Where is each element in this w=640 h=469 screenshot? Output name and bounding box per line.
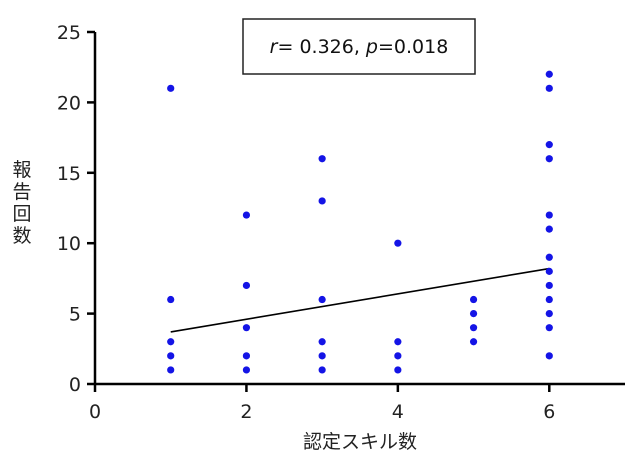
y-axis-title-char: 告 [12, 181, 31, 203]
x-tick-label: 4 [392, 401, 404, 423]
data-point [394, 239, 402, 247]
stats-annotation: r= 0.326, p=0.018 [242, 18, 476, 75]
p-value: =0.018 [378, 36, 448, 58]
data-point [318, 295, 326, 304]
data-point [167, 338, 175, 346]
data-point [394, 352, 402, 360]
data-point [469, 310, 478, 318]
regression-line [170, 267, 550, 333]
data-point [545, 253, 553, 261]
x-tick-label: 6 [543, 401, 555, 423]
x-axis-title: 認定スキル数 [303, 431, 417, 453]
data-point [167, 352, 175, 360]
data-point [469, 295, 478, 304]
data-point [318, 338, 326, 346]
y-axis-title: 報告回数 [12, 159, 31, 247]
data-point [242, 281, 251, 290]
data-points [167, 70, 553, 374]
data-point [545, 267, 553, 275]
data-point [394, 338, 402, 346]
data-point [318, 197, 326, 205]
y-axis-ticks: 0 5 10 15 20 25 [57, 22, 95, 396]
p-symbol: p [365, 36, 378, 58]
data-point [545, 84, 553, 92]
data-point [242, 324, 251, 332]
data-point [545, 211, 553, 219]
data-point [394, 366, 402, 374]
data-point [318, 366, 326, 374]
x-tick-label: 0 [89, 401, 101, 423]
x-axis-ticks: 0 2 4 6 [89, 384, 555, 423]
data-point [545, 324, 553, 332]
stats-text: r= 0.326, p=0.018 [270, 36, 449, 58]
data-point [545, 352, 553, 360]
x-tick-label: 2 [240, 401, 252, 423]
data-point [469, 324, 478, 332]
y-axis-title-char: 数 [12, 225, 31, 247]
data-point [545, 141, 553, 149]
data-point [545, 281, 553, 290]
data-point [318, 352, 326, 360]
stats-box [242, 18, 476, 75]
y-tick-label: 5 [69, 304, 81, 326]
data-point [545, 155, 553, 163]
data-point [545, 295, 553, 304]
data-point [167, 295, 175, 304]
r-value: = 0.326, [277, 36, 365, 58]
data-point [167, 366, 175, 374]
data-point [242, 366, 251, 374]
y-tick-label: 20 [57, 92, 81, 114]
regression-line-group [170, 267, 550, 333]
data-point [545, 225, 553, 233]
data-point [545, 70, 553, 78]
y-axis-title-char: 報 [12, 159, 31, 181]
data-point [318, 155, 326, 163]
r-symbol: r [270, 36, 279, 58]
data-point [469, 338, 478, 346]
data-point [242, 211, 251, 219]
data-point [167, 84, 175, 92]
y-tick-label: 25 [57, 22, 81, 44]
y-tick-label: 0 [69, 374, 81, 396]
y-axis-title-char: 回 [12, 203, 31, 225]
y-tick-label: 10 [57, 233, 81, 255]
y-tick-label: 15 [57, 163, 81, 185]
data-point [545, 310, 553, 318]
data-point [242, 352, 251, 360]
